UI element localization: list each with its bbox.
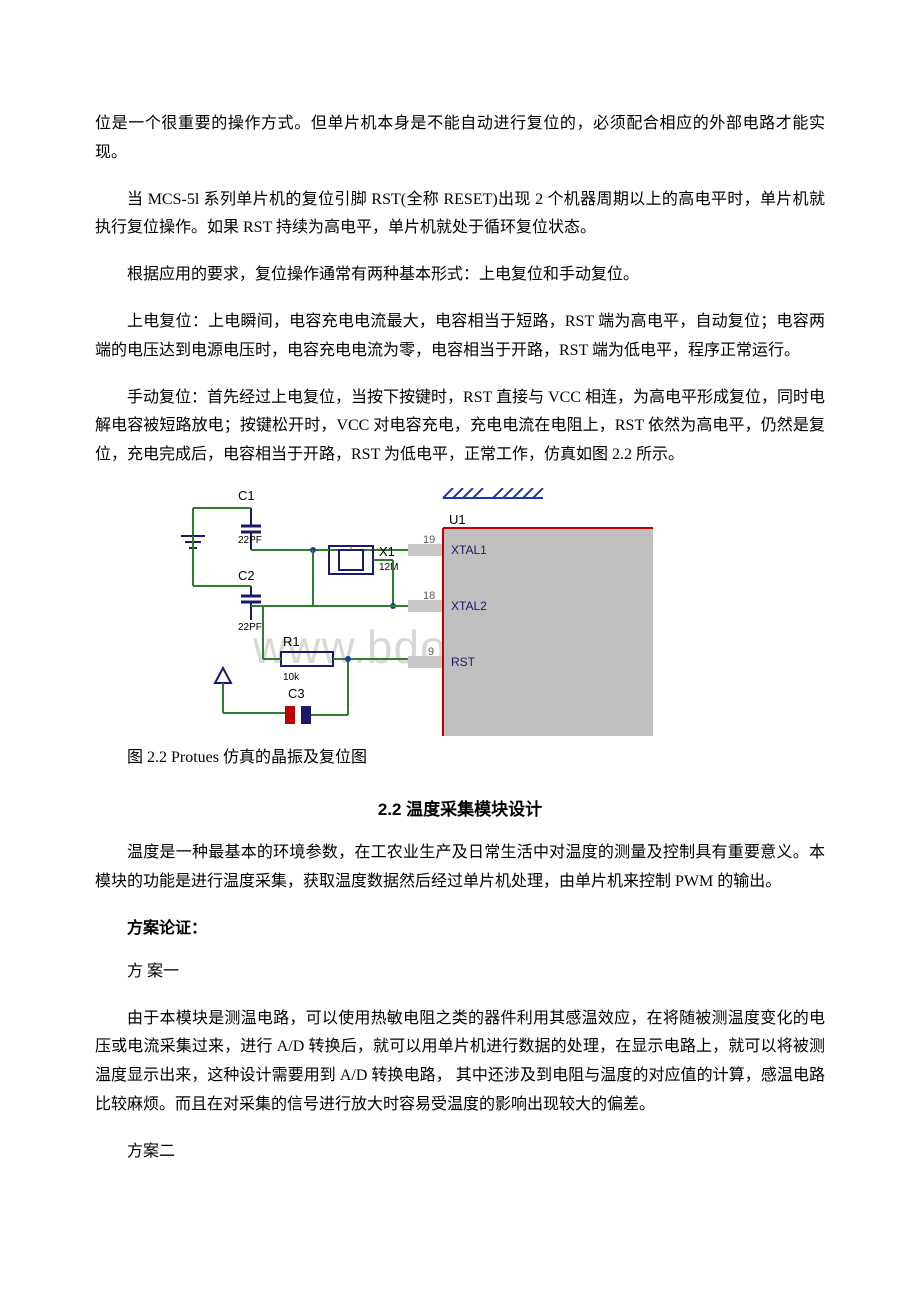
u1-label: U1 bbox=[449, 512, 466, 527]
svg-text:22PF: 22PF bbox=[238, 535, 262, 546]
svg-text:R1: R1 bbox=[283, 634, 300, 649]
bold-subheading: 方案论证： bbox=[95, 915, 825, 944]
chip-body bbox=[443, 528, 653, 736]
circuit-figure: www.bdocx.com U1 19 XTAL1 bbox=[133, 488, 825, 736]
paragraph-2: 当 MCS-5l 系列单片机的复位引脚 RST(全称 RESET)出现 2 个机… bbox=[95, 186, 825, 244]
section-title: 2.2 温度采集模块设计 bbox=[95, 795, 825, 826]
paragraph-7: 方 案一 bbox=[95, 958, 825, 987]
paragraph-6: 温度是一种最基本的环境参数，在工农业生产及日常生活中对温度的测量及控制具有重要意… bbox=[95, 839, 825, 897]
svg-text:18: 18 bbox=[423, 590, 435, 602]
page: 位是一个很重要的操作方式。但单片机本身是不能自动进行复位的，必须配合相应的外部电… bbox=[0, 0, 920, 1245]
svg-text:12M: 12M bbox=[379, 562, 398, 573]
svg-text:XTAL2: XTAL2 bbox=[451, 599, 487, 613]
svg-text:XTAL1: XTAL1 bbox=[451, 543, 487, 557]
paragraph-9: 方案二 bbox=[95, 1138, 825, 1167]
c1-label: C1 bbox=[238, 488, 255, 503]
svg-text:C3: C3 bbox=[288, 686, 305, 701]
svg-text:10k: 10k bbox=[283, 672, 300, 683]
paragraph-3: 根据应用的要求，复位操作通常有两种基本形式：上电复位和手动复位。 bbox=[95, 261, 825, 290]
svg-text:19: 19 bbox=[423, 534, 435, 546]
figure-caption: 图 2.2 Protues 仿真的晶振及复位图 bbox=[95, 744, 825, 773]
svg-text:22PF: 22PF bbox=[238, 622, 262, 633]
svg-text:C2: C2 bbox=[238, 568, 255, 583]
paragraph-5: 手动复位：首先经过上电复位，当按下按键时，RST 直接与 VCC 相连，为高电平… bbox=[95, 384, 825, 470]
svg-text:9: 9 bbox=[428, 646, 434, 658]
svg-text:X1: X1 bbox=[379, 544, 395, 559]
paragraph-8: 由于本模块是测温电路，可以使用热敏电阻之类的器件利用其感温效应，在将随被测温度变… bbox=[95, 1005, 825, 1120]
svg-text:RST: RST bbox=[451, 655, 476, 669]
paragraph-4: 上电复位：上电瞬间，电容充电电流最大，电容相当于短路，RST 端为高电平，自动复… bbox=[95, 308, 825, 366]
paragraph-1: 位是一个很重要的操作方式。但单片机本身是不能自动进行复位的，必须配合相应的外部电… bbox=[95, 110, 825, 168]
